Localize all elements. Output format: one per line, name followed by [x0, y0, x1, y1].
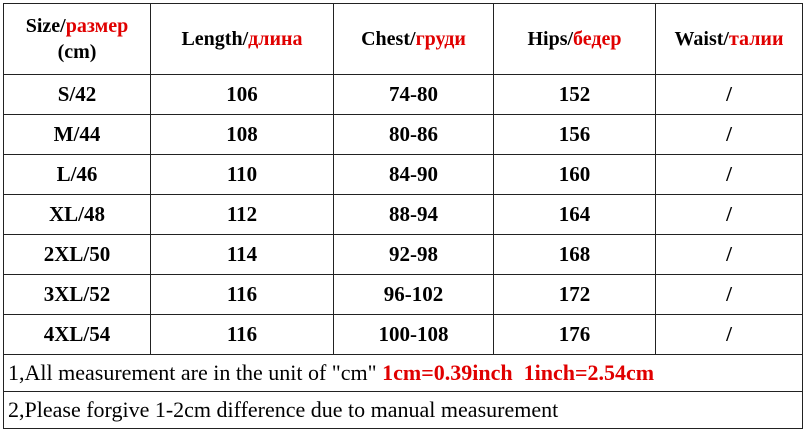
cell: 152	[493, 74, 656, 115]
data-row: 4XL/54 116 100-108 176/	[3, 314, 803, 355]
size-table: Size/размер (cm) Length/длина Chest/груди Hi…	[3, 3, 803, 429]
cell: /	[655, 274, 803, 315]
data-row: L/46 110 84-90 160/	[3, 154, 803, 195]
note-text: 1,All measurement are in the unit of "cm…	[8, 360, 377, 385]
cell: 92-98	[333, 234, 494, 275]
cell: 80-86	[333, 114, 494, 155]
header-text: Length/	[181, 28, 249, 50]
cell: 114	[150, 234, 334, 275]
cell: 160	[493, 154, 656, 195]
data-row: S/42 106 74-80 152/	[3, 74, 803, 115]
cell: 112	[150, 194, 334, 235]
cell: M/44	[3, 114, 151, 155]
header-row: Size/размер (cm) Length/длина Chest/груди Hi…	[3, 3, 803, 75]
data-row: XL/48 112 88-94 164/	[3, 194, 803, 235]
data-row: 2XL/50 114 92-98 168/	[3, 234, 803, 275]
data-row: M/44 108 80-86 156/	[3, 114, 803, 155]
cell: 2XL/50	[3, 234, 151, 275]
note-row: 1,All measurement are in the unit of "cm…	[3, 354, 803, 392]
cell: /	[655, 234, 803, 275]
cell: 108	[150, 114, 334, 155]
cell: /	[655, 154, 803, 195]
header-text: Hips/	[527, 28, 574, 50]
cell: /	[655, 74, 803, 115]
header-accent: талии	[728, 28, 784, 50]
cell: 74-80	[333, 74, 494, 115]
cell: 106	[150, 74, 334, 115]
header-text: Chest/	[361, 28, 416, 50]
cell: 116	[150, 314, 334, 355]
cell: 4XL/54	[3, 314, 151, 355]
note-cell: 1,All measurement are in the unit of "cm…	[3, 354, 803, 392]
cell: 88-94	[333, 194, 494, 235]
cell: 100-108	[333, 314, 494, 355]
header-text: Size/	[25, 15, 66, 37]
cell: 168	[493, 234, 656, 275]
header-accent: груди	[415, 28, 466, 50]
header-accent: размер	[65, 15, 129, 37]
cell: 96-102	[333, 274, 494, 315]
cell: /	[655, 114, 803, 155]
header-cell: Size/размер (cm)	[3, 3, 151, 75]
cell: 156	[493, 114, 656, 155]
cell: L/46	[3, 154, 151, 195]
cell: S/42	[3, 74, 151, 115]
cell: 116	[150, 274, 334, 315]
header-accent: длина	[248, 28, 303, 50]
cell: 172	[493, 274, 656, 315]
cell: 164	[493, 194, 656, 235]
cell: 176	[493, 314, 656, 355]
note-row: 2,Please forgive 1-2cm difference due to…	[3, 391, 803, 429]
note-accent: 1cm=0.39inch 1inch=2.54cm	[382, 360, 655, 385]
cell: XL/48	[3, 194, 151, 235]
cell: /	[655, 194, 803, 235]
header-accent: бедер	[573, 28, 622, 50]
header-cell: Chest/груди	[333, 3, 494, 75]
data-row: 3XL/52 116 96-102 172/	[3, 274, 803, 315]
header-cell: Length/длина	[150, 3, 334, 75]
cell: 110	[150, 154, 334, 195]
cell: /	[655, 314, 803, 355]
header-extra: (cm)	[57, 41, 97, 63]
cell: 84-90	[333, 154, 494, 195]
cell: 3XL/52	[3, 274, 151, 315]
note-text: 2,Please forgive 1-2cm difference due to…	[8, 397, 559, 422]
header-cell: Waist/талии	[655, 3, 803, 75]
note-cell: 2,Please forgive 1-2cm difference due to…	[3, 391, 803, 429]
header-cell: Hips/бедер	[493, 3, 656, 75]
header-text: Waist/	[674, 28, 729, 50]
